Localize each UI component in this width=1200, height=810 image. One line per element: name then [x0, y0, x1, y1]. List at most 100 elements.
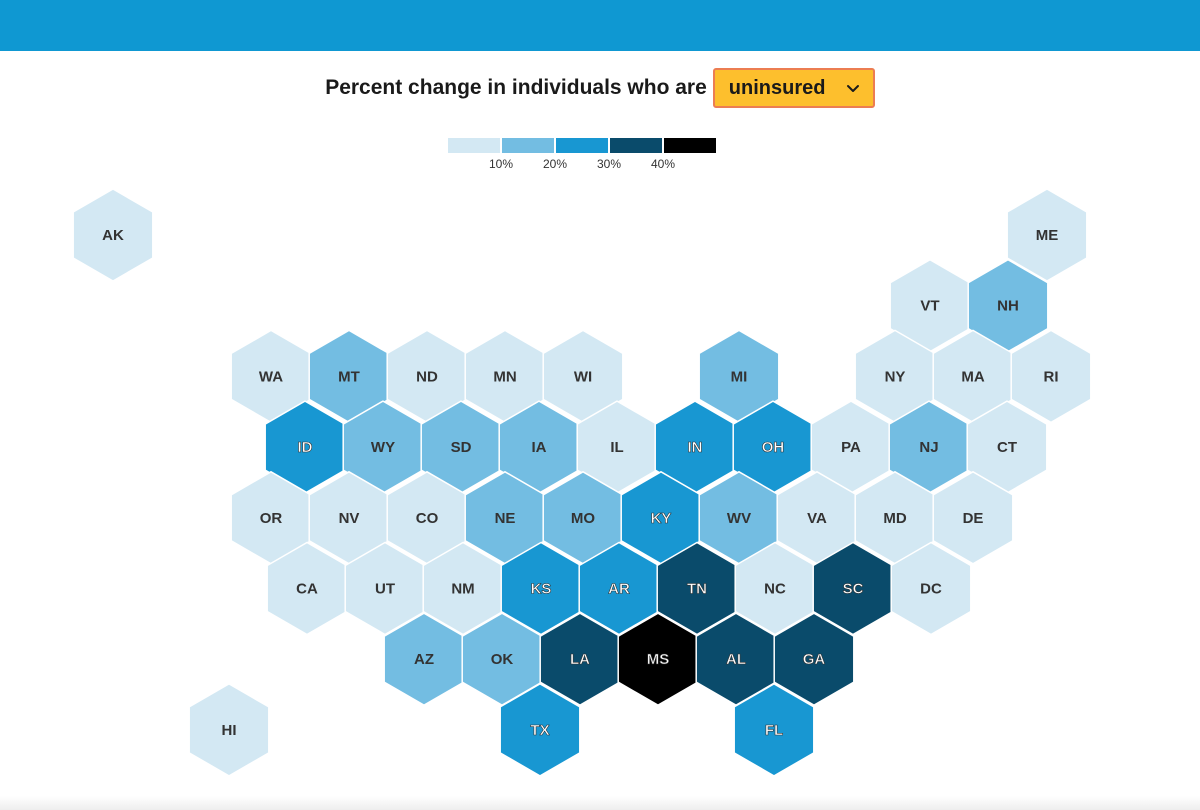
chevron-down-icon — [846, 85, 859, 92]
state-hex-shape[interactable] — [890, 541, 972, 636]
legend-swatches — [448, 138, 720, 153]
state-label: NH — [997, 298, 1019, 315]
state-label: AR — [608, 581, 630, 598]
state-label: DC — [920, 581, 942, 598]
state-label: NV — [339, 510, 360, 527]
state-hex-ri[interactable]: RI — [1010, 329, 1092, 424]
state-hex-in[interactable]: IN — [654, 400, 736, 494]
state-hex-shape[interactable] — [72, 188, 154, 282]
state-label: IN — [688, 439, 703, 456]
state-label: IL — [610, 439, 623, 456]
state-hex-shape[interactable] — [733, 683, 815, 777]
metric-dropdown-value: uninsured — [728, 76, 826, 99]
state-hex-shape[interactable] — [188, 683, 270, 777]
top-banner — [0, 0, 1200, 51]
state-label: SD — [451, 439, 472, 456]
state-label: IA — [532, 439, 547, 456]
state-label: TN — [687, 581, 707, 598]
state-hex-ut[interactable]: UT — [344, 541, 426, 636]
state-hex-vt[interactable]: VT — [889, 258, 971, 353]
state-label: AZ — [414, 651, 434, 668]
state-hex-shape[interactable] — [773, 612, 855, 707]
state-hex-ar[interactable]: AR — [578, 541, 660, 636]
state-hex-dc[interactable]: DC — [890, 541, 972, 636]
state-label: DE — [963, 510, 984, 527]
state-hex-sc[interactable]: SC — [812, 541, 894, 636]
state-label: WA — [259, 368, 283, 385]
state-label: RI — [1044, 368, 1059, 385]
title-prefix: Percent change in individuals who are — [325, 76, 707, 99]
state-label: NC — [764, 581, 786, 598]
state-hex-al[interactable]: AL — [695, 612, 777, 707]
state-label: MD — [883, 510, 906, 527]
state-label: VT — [920, 298, 939, 315]
state-label: LA — [570, 651, 590, 668]
legend-swatch — [610, 138, 662, 153]
legend-label: 30% — [596, 157, 622, 171]
state-label: WV — [727, 510, 751, 527]
state-label: GA — [803, 651, 826, 668]
state-label: WI — [574, 368, 592, 385]
state-hex-ca[interactable]: CA — [266, 541, 348, 636]
state-label: SC — [843, 581, 864, 598]
state-label: ID — [298, 439, 313, 456]
state-label: NE — [495, 510, 516, 527]
state-label: WY — [371, 439, 395, 456]
state-hex-tx[interactable]: TX — [499, 683, 581, 777]
state-label: KY — [651, 510, 672, 527]
state-hex-nd[interactable]: ND — [386, 329, 468, 424]
state-label: MA — [961, 368, 984, 385]
state-label: CT — [997, 439, 1017, 456]
state-hex-shape[interactable] — [1006, 188, 1088, 282]
state-label: VA — [807, 510, 827, 527]
state-label: AK — [102, 227, 124, 244]
state-label: AL — [726, 651, 746, 668]
state-hex-nm[interactable]: NM — [422, 541, 504, 636]
state-hex-ks[interactable]: KS — [500, 541, 582, 636]
state-label: OK — [491, 651, 514, 668]
legend-label: 10% — [488, 157, 514, 171]
state-hex-shape[interactable] — [499, 683, 581, 777]
state-label: KS — [531, 581, 552, 598]
legend-swatch — [448, 138, 500, 153]
legend-label: 40% — [650, 157, 676, 171]
state-hex-hi[interactable]: HI — [188, 683, 270, 777]
legend-swatch — [502, 138, 554, 153]
state-label: MS — [647, 651, 670, 668]
state-label: CO — [416, 510, 439, 527]
state-label: NM — [451, 581, 474, 598]
legend-swatch — [664, 138, 716, 153]
state-label: PA — [841, 439, 861, 456]
state-label: NY — [885, 368, 906, 385]
state-label: UT — [375, 581, 395, 598]
state-hex-fl[interactable]: FL — [733, 683, 815, 777]
state-label: ME — [1036, 227, 1059, 244]
state-label: MI — [731, 368, 748, 385]
state-label: MN — [493, 368, 516, 385]
legend-swatch — [556, 138, 608, 153]
state-label: CA — [296, 581, 318, 598]
state-label: FL — [765, 722, 783, 739]
state-label: TX — [530, 722, 549, 739]
state-label: OR — [260, 510, 283, 527]
state-hex-shape[interactable] — [932, 470, 1014, 565]
title-row: Percent change in individuals who are un… — [0, 66, 1200, 110]
state-label: NJ — [919, 439, 938, 456]
state-hex-ak[interactable]: AK — [72, 188, 154, 282]
state-label: OH — [762, 439, 785, 456]
state-hex-ga[interactable]: GA — [773, 612, 855, 707]
state-label: ND — [416, 368, 438, 385]
state-label: MO — [571, 510, 595, 527]
state-hex-me[interactable]: ME — [1006, 188, 1088, 282]
state-hex-mt[interactable]: MT — [308, 329, 390, 424]
state-label: MT — [338, 368, 360, 385]
state-hex-md[interactable]: MD — [854, 470, 936, 565]
metric-dropdown[interactable]: uninsured — [712, 68, 875, 108]
legend-label: 20% — [542, 157, 568, 171]
state-hex-shape[interactable] — [1010, 329, 1092, 424]
state-hex-de[interactable]: DE — [932, 470, 1014, 565]
state-hex-tn[interactable]: TN — [656, 541, 738, 636]
color-legend: 10% 20% 30% 40% — [448, 138, 720, 178]
legend-labels: 10% 20% 30% 40% — [448, 157, 720, 177]
